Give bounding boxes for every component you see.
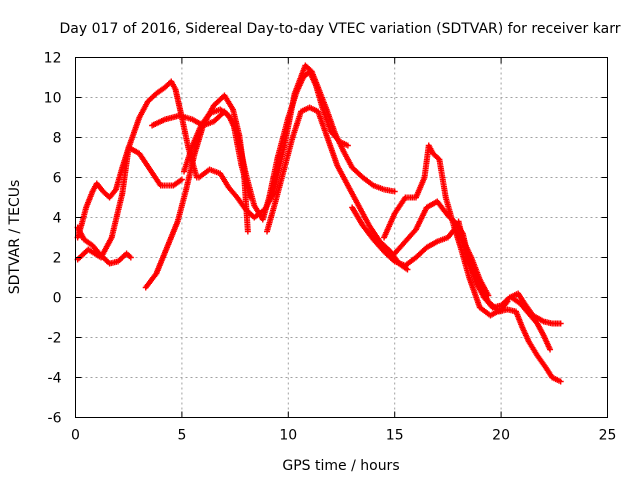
axis-ticks (75, 57, 608, 418)
data-point (557, 378, 564, 385)
x-tick-label: 15 (386, 428, 404, 444)
data-point (404, 266, 411, 273)
series-arc-2 (74, 224, 134, 267)
data-point (435, 155, 442, 162)
x-tick-label: 0 (71, 428, 80, 444)
tick-labels: 0 5 10 15 20 25 -6 -4 -2 0 2 4 6 8 10 12 (44, 51, 617, 444)
y-tick-label: 2 (53, 251, 62, 267)
grid (75, 57, 608, 418)
y-tick-label: 4 (53, 211, 62, 227)
y-tick-label: 8 (53, 131, 62, 147)
data-point (391, 188, 398, 195)
series-arc-6 (181, 68, 351, 223)
series-arc-7 (195, 62, 398, 221)
chart-title: Day 017 of 2016, Sidereal Day-to-day VTE… (60, 21, 621, 37)
data-point (344, 142, 351, 149)
data-point (547, 346, 554, 353)
plot-frame (75, 57, 608, 418)
x-axis-label: GPS time / hours (282, 458, 399, 474)
y-tick-label: 0 (53, 291, 62, 307)
x-tick-label: 20 (492, 428, 510, 444)
y-tick-label: 10 (44, 91, 62, 107)
y-axis-label: SDTVAR / TECUs (7, 180, 23, 295)
data-point (557, 320, 564, 327)
data-point (178, 176, 185, 183)
series-arc-3 (74, 144, 185, 263)
series-arc-10 (381, 142, 511, 319)
y-tick-label: -6 (48, 411, 62, 427)
data-point (244, 228, 251, 235)
series-arc-12 (455, 218, 564, 385)
y-tick-label: -2 (48, 331, 62, 347)
data-series (74, 62, 564, 385)
x-tick-label: 25 (599, 428, 617, 444)
y-tick-label: 12 (44, 51, 62, 67)
y-tick-label: 6 (53, 171, 62, 187)
data-point (127, 254, 134, 261)
y-tick-label: -4 (48, 371, 62, 387)
x-tick-label: 10 (279, 428, 297, 444)
series-arc-8 (264, 104, 411, 273)
series-arc-13 (508, 294, 554, 353)
x-tick-label: 5 (177, 428, 186, 444)
